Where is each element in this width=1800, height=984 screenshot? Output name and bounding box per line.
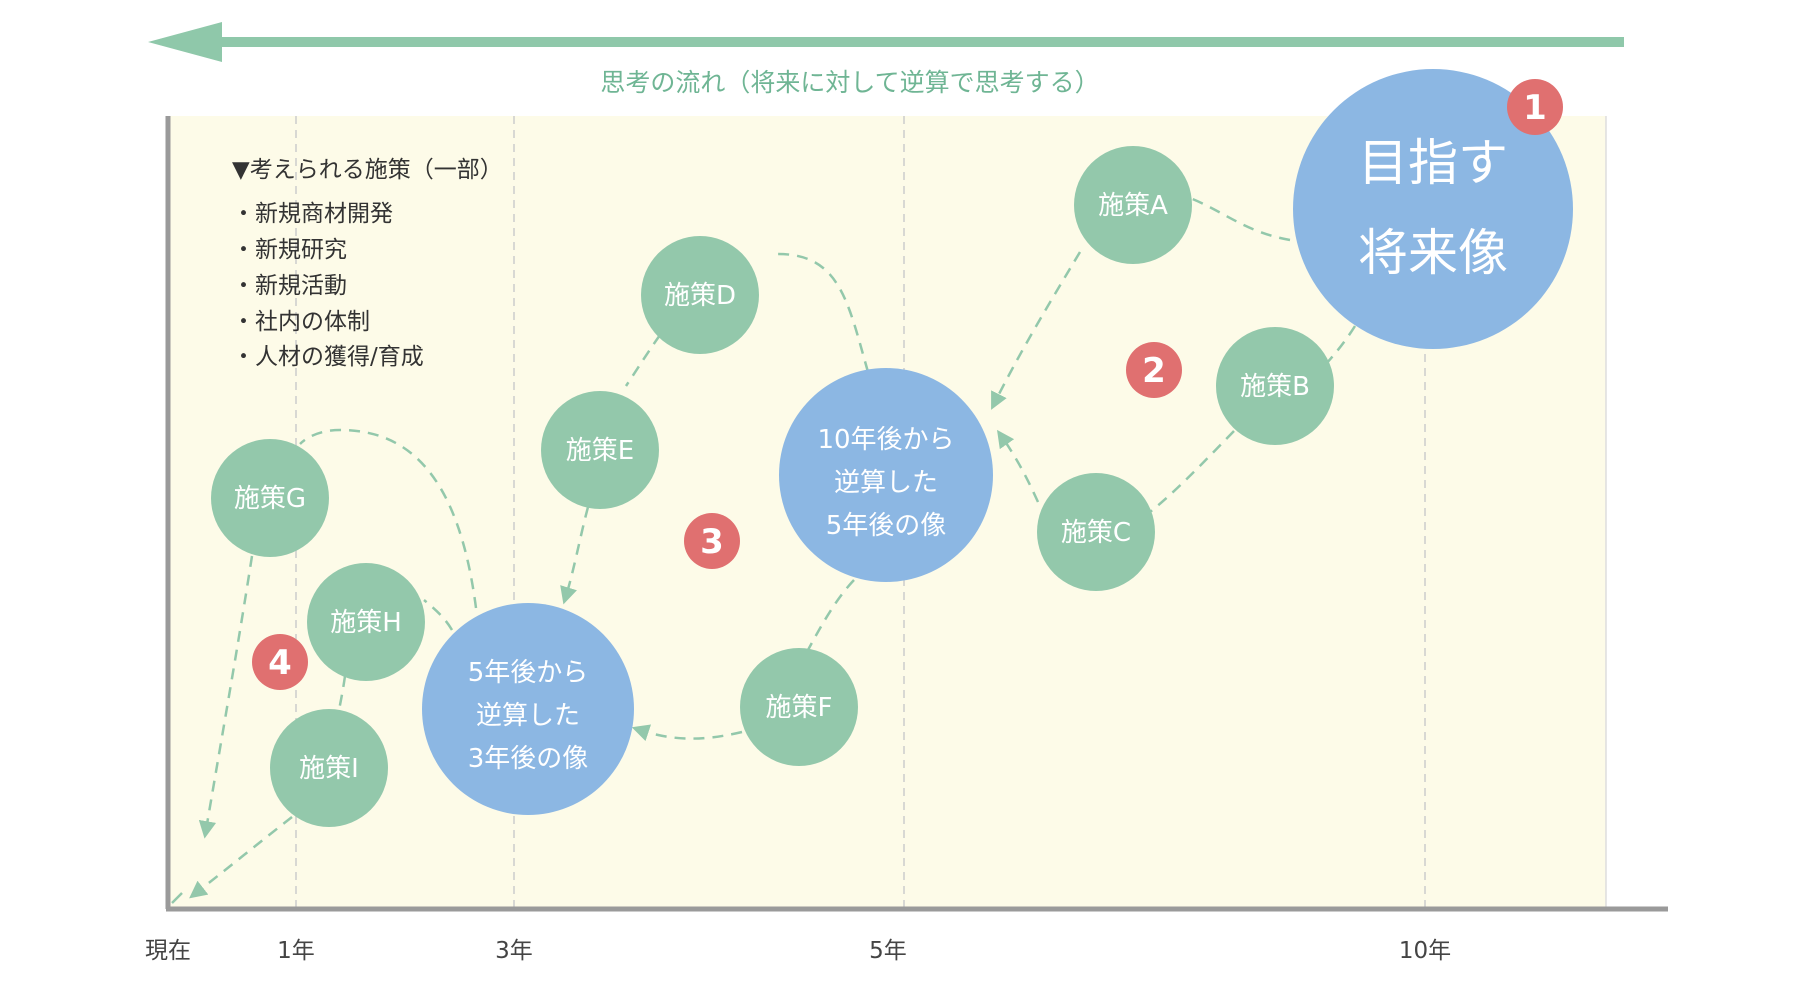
measure-a-circle — [1074, 146, 1192, 264]
step-2-label: 2 — [1142, 351, 1166, 391]
goal-circle — [1293, 69, 1573, 349]
image-5y-line3: 3年後の像 — [468, 744, 589, 774]
measure-i-label: 施策I — [299, 754, 359, 784]
connector-h-i — [337, 675, 347, 711]
measure-f-circle — [740, 648, 858, 766]
measure-e-circle — [541, 391, 659, 509]
measure-c-circle — [1037, 473, 1155, 591]
connector-10y-f — [806, 579, 855, 651]
measure-c-label: 施策C — [1061, 518, 1131, 548]
axis-label-now: 現在 — [145, 938, 191, 964]
measure-g-label: 施策G — [234, 484, 306, 514]
legend-item: ・新規商材開発 — [232, 201, 393, 227]
image-10y-line2: 逆算した — [834, 468, 938, 498]
connector-c-10y — [997, 429, 1040, 503]
measure-g-circle — [211, 439, 329, 557]
image-10y-circle — [779, 368, 993, 582]
flow-arrow-head — [148, 22, 222, 62]
measure-d-label: 施策D — [664, 281, 736, 311]
measure-e-label: 施策E — [566, 436, 634, 466]
axis-label-3y: 3年 — [495, 938, 533, 964]
step-1-label: 1 — [1523, 88, 1547, 128]
step-2-badge — [1126, 342, 1182, 398]
legend-item: ・社内の体制 — [232, 309, 370, 335]
connector-e-5y — [560, 506, 590, 605]
legend-item: ・新規活動 — [232, 273, 347, 299]
connector-origin — [171, 892, 183, 904]
image-5y-circle — [422, 603, 634, 815]
connector-i-now — [189, 816, 293, 899]
axis-label-10y: 10年 — [1399, 938, 1451, 964]
step-4-badge — [252, 634, 308, 690]
flow-arrow-shaft — [200, 37, 1624, 47]
connector-d-e — [624, 334, 662, 387]
axis-label-1y: 1年 — [277, 938, 315, 964]
legend-item: ・人材の獲得/育成 — [232, 344, 424, 370]
connector-g-now — [198, 555, 254, 839]
connectors — [189, 196, 1357, 899]
connector-b-c — [1149, 430, 1235, 513]
connector-10y-d — [777, 252, 870, 373]
image-10y-line1: 10年後から — [817, 425, 954, 455]
legend-title: ▼考えられる施策（一部） — [232, 157, 503, 183]
legend-item: ・新規研究 — [232, 237, 347, 263]
image-5y-line1: 5年後から — [468, 658, 589, 688]
axis-label-5y: 5年 — [869, 938, 907, 964]
flow-caption: 思考の流れ（将来に対して逆算で思考する） — [600, 68, 1099, 97]
connector-5y-h — [423, 599, 454, 631]
measure-i-circle — [270, 709, 388, 827]
image-10y-line3: 5年後の像 — [826, 511, 947, 541]
step-4-label: 4 — [268, 643, 292, 683]
connector-goal-a — [1189, 196, 1291, 242]
connector-a-10y — [991, 251, 1082, 410]
measure-f-label: 施策F — [766, 693, 833, 723]
measure-h-label: 施策H — [330, 608, 402, 638]
goal-line2: 将来像 — [1358, 224, 1508, 282]
step-3-label: 3 — [700, 522, 724, 562]
step-3-badge — [684, 513, 740, 569]
measure-a-label: 施策A — [1098, 191, 1168, 221]
image-5y-line2: 逆算した — [476, 701, 580, 731]
measure-d-circle — [641, 236, 759, 354]
measure-b-circle — [1216, 327, 1334, 445]
measure-b-label: 施策B — [1240, 372, 1310, 402]
connector-5y-g — [299, 428, 478, 609]
goal-line1: 目指す — [1358, 134, 1508, 192]
measure-h-circle — [307, 563, 425, 681]
step-1-badge — [1507, 79, 1563, 135]
